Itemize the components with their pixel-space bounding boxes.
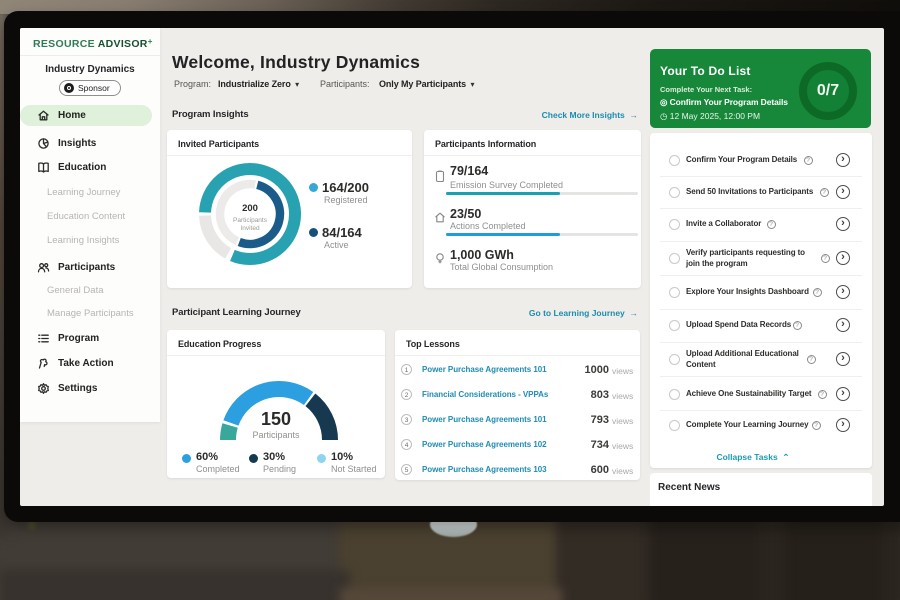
svg-text:200: 200 <box>242 203 258 214</box>
svg-text:Invited: Invited <box>240 225 260 232</box>
svg-text:Participants: Participants <box>233 217 268 224</box>
